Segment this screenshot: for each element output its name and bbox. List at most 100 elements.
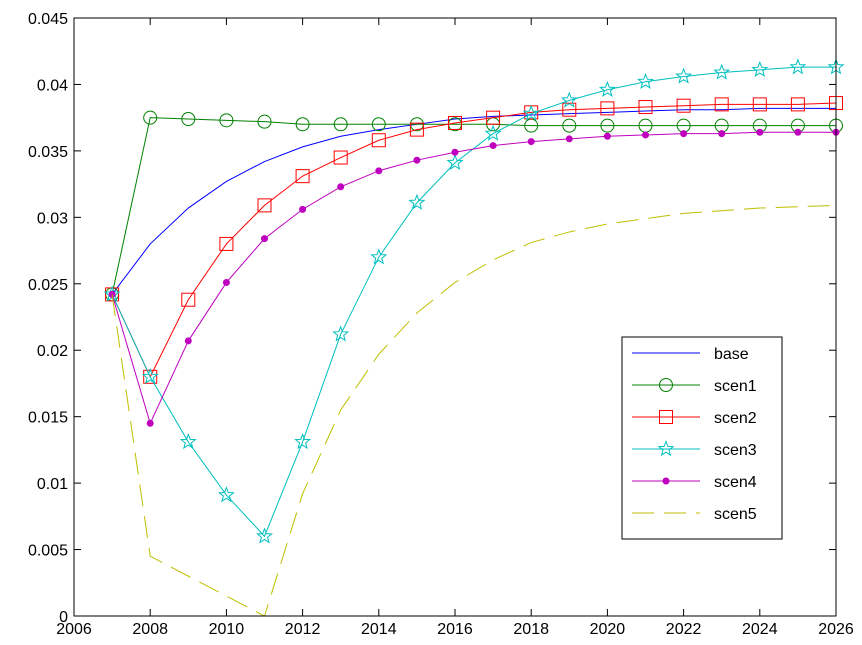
y-tick-label: 0.025: [28, 277, 68, 294]
y-tick-label: 0.02: [37, 343, 68, 360]
data-point-scen4: [489, 142, 497, 150]
legend-marker-scen4: [662, 477, 670, 485]
series-scen5: [111, 204, 837, 617]
data-point-scen3: [789, 58, 807, 75]
data-point-scen1: [562, 118, 577, 133]
series-line-scen4: [111, 131, 836, 425]
x-tick-label: 2016: [437, 621, 473, 638]
data-point-scen3: [713, 63, 731, 80]
data-point-scen2: [752, 97, 767, 112]
data-point-scen3: [751, 60, 769, 78]
axes-layer: 2006 2008 2010 2012 2014 2016 2018 2020 2022 2024…: [28, 11, 854, 638]
data-point-scen4: [222, 278, 230, 286]
data-point-scen3: [332, 325, 350, 342]
data-point-scen3: [598, 80, 616, 97]
y-tick-label: 0.04: [37, 77, 68, 94]
data-point-scen2: [219, 236, 234, 251]
data-point-scen2: [676, 98, 691, 113]
data-point-scen2: [638, 100, 653, 115]
data-point-scen2: [257, 198, 272, 213]
data-point-scen4: [184, 337, 192, 345]
y-tick-label: 0.01: [37, 476, 68, 493]
data-point-scen4: [451, 148, 459, 156]
data-point-scen1: [143, 110, 158, 125]
legend-box: [621, 336, 783, 540]
data-point-scen4: [642, 131, 649, 139]
legend: base scen1 scen2 scen3 scen4 scen5: [621, 336, 783, 540]
data-point-scen4: [718, 130, 726, 138]
legend-marker-scen3: [657, 440, 675, 457]
data-point-scen4: [565, 135, 573, 143]
legend-label-base: base: [714, 346, 749, 363]
x-tick-label: 2006: [56, 621, 92, 638]
data-point-scen3: [560, 91, 578, 108]
data-point-scen4: [337, 183, 345, 191]
series-layer: [103, 58, 845, 617]
x-tick-label: 2020: [590, 621, 626, 638]
data-point-scen3: [217, 486, 235, 503]
data-point-scen1: [371, 117, 386, 132]
data-point-scen3: [446, 153, 464, 171]
data-point-scen3: [408, 193, 426, 210]
y-tick-label: 0.035: [28, 144, 68, 161]
data-point-scen4: [527, 138, 535, 146]
data-point-scen3: [484, 124, 502, 141]
legend-marker-scen1: [659, 378, 673, 392]
data-point-scen3: [256, 527, 273, 544]
data-point-scen3: [141, 367, 159, 385]
data-point-scen2: [448, 115, 462, 130]
data-point-scen4: [680, 130, 688, 138]
data-point-scen4: [794, 128, 802, 136]
legend-item-scen5: scen5: [632, 506, 757, 523]
data-point-scen3: [294, 433, 312, 450]
data-point-scen2: [600, 101, 615, 116]
data-point-scen2: [486, 110, 501, 125]
y-tick-label: 0.045: [28, 11, 68, 28]
data-point-scen1: [295, 117, 310, 132]
legend-label-scen4: scen4: [714, 474, 757, 491]
data-point-scen3: [675, 67, 693, 84]
y-tick-label: 0.03: [37, 210, 68, 227]
x-tick-label: 2014: [361, 621, 397, 638]
legend-label-scen1: scen1: [714, 378, 757, 395]
data-point-scen4: [375, 167, 383, 175]
data-point-scen4: [413, 156, 421, 164]
series-line-scen3: [111, 66, 836, 538]
data-point-scen1: [257, 114, 272, 129]
y-tick-label: 0.005: [28, 543, 68, 560]
y-tick-label: 0: [59, 609, 68, 626]
legend-item-scen4: scen4: [632, 474, 757, 491]
data-point-scen2: [181, 292, 196, 307]
x-tick-label: 2008: [132, 621, 168, 638]
data-point-scen3: [370, 248, 388, 265]
data-point-scen3: [637, 72, 654, 89]
data-point-scen1: [181, 111, 196, 126]
x-tick-label: 2010: [209, 621, 245, 638]
x-tick-label: 2024: [742, 621, 778, 638]
x-tick-label: 2022: [666, 621, 702, 638]
data-point-scen4: [299, 205, 307, 213]
legend-label-scen5: scen5: [714, 506, 757, 523]
data-point-scen1: [219, 113, 234, 128]
legend-marker-scen2: [659, 410, 673, 424]
legend-item-scen2: scen2: [632, 410, 757, 427]
data-point-scen2: [790, 97, 805, 112]
data-point-scen2: [714, 97, 729, 112]
data-point-scen2: [409, 122, 424, 137]
x-tick-label: 2026: [818, 621, 854, 638]
series-scen3: [103, 58, 845, 544]
data-point-scen4: [261, 235, 268, 243]
x-tick-label: 2018: [513, 621, 549, 638]
data-point-scen1: [333, 117, 348, 132]
data-point-scen4: [146, 419, 154, 427]
data-point-scen4: [756, 128, 764, 136]
legend-item-scen3: scen3: [632, 440, 757, 459]
series-scen2: [105, 96, 843, 384]
data-point-scen3: [522, 104, 540, 121]
legend-item-base: base: [632, 346, 749, 363]
data-point-scen2: [333, 150, 348, 165]
series-line-scen5: [111, 204, 837, 617]
data-point-scen2: [295, 169, 310, 184]
x-tick-label: 2012: [285, 621, 321, 638]
